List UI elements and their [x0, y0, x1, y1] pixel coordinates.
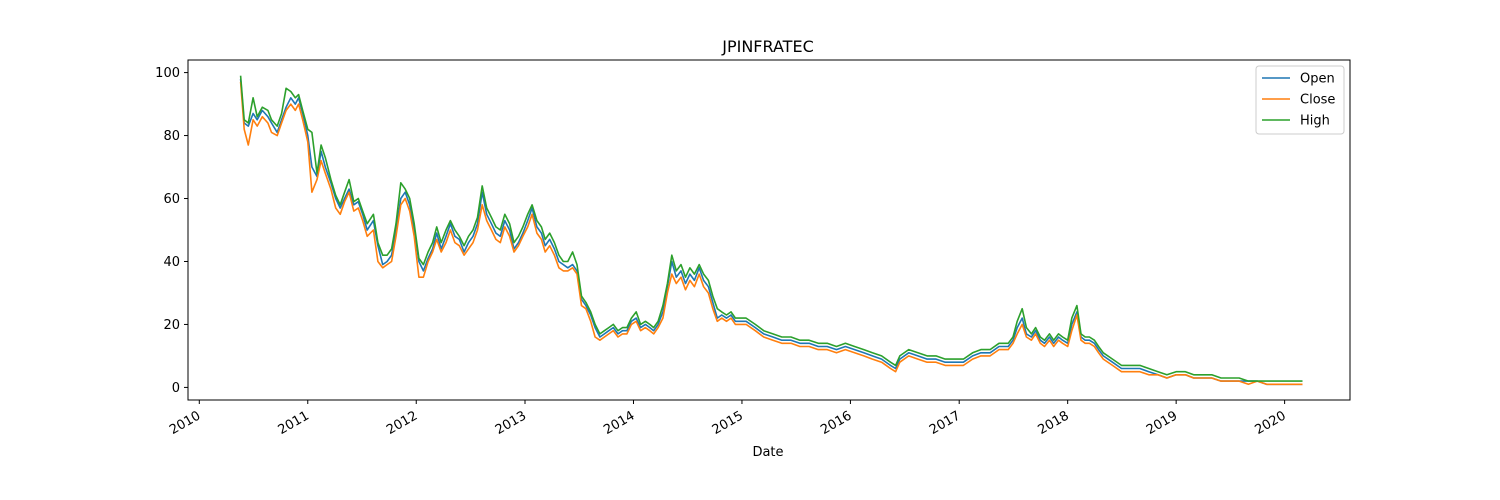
series-line-close — [239, 81, 1303, 386]
plot-frame — [187, 59, 1351, 401]
y-tick-label: 0 — [172, 381, 180, 396]
series-line-high — [239, 75, 1303, 382]
legend: Open Close High — [1255, 65, 1345, 135]
legend-label-close: Close — [1300, 93, 1335, 108]
legend-label-high: High — [1300, 114, 1330, 129]
y-tick-label: 40 — [163, 255, 180, 270]
series-layer — [239, 75, 1303, 386]
x-axis-title: Date — [752, 445, 783, 460]
y-tick-label: 20 — [163, 318, 180, 333]
series-line-open — [239, 78, 1303, 386]
legend-label-open: Open — [1300, 72, 1335, 87]
y-tick-label: 100 — [155, 66, 180, 81]
legend-box — [1255, 65, 1345, 135]
y-tick-label: 80 — [163, 129, 180, 144]
y-axis: 0 20 40 60 80 100 — [155, 66, 188, 396]
chart-title: JPINFRATEC — [721, 37, 813, 56]
y-tick-label: 60 — [163, 192, 180, 207]
